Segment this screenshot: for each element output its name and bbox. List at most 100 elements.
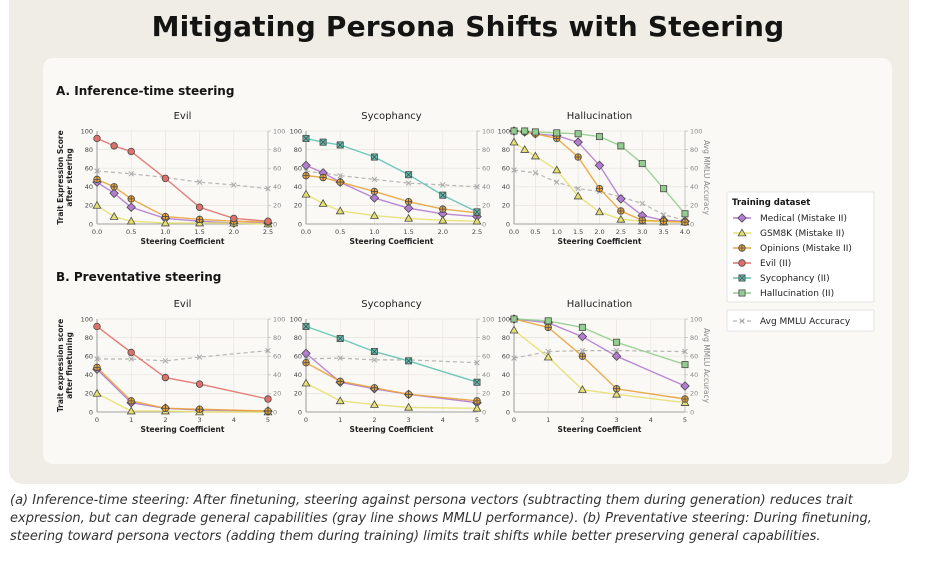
data-point-opinions xyxy=(110,183,118,191)
data-point-gsm8k xyxy=(369,211,379,219)
mmlu-point xyxy=(337,355,343,361)
mmlu-point xyxy=(682,348,688,355)
x-axis-label: Steering Coefficient xyxy=(558,237,642,246)
data-point-gsm8k xyxy=(573,191,583,200)
y-tick-label: 0 xyxy=(298,408,302,416)
marker-shape xyxy=(530,151,540,160)
mmlu-point xyxy=(231,182,237,188)
x-tick-label: 2.5 xyxy=(472,228,482,236)
marker-shape xyxy=(520,144,530,153)
marker-shape xyxy=(404,213,414,222)
mmlu-marker xyxy=(231,182,237,188)
data-point-sycophancy xyxy=(336,141,344,149)
marker-shape xyxy=(553,129,561,137)
data-point-opinions xyxy=(161,212,170,221)
marker-shape xyxy=(126,202,136,213)
data-point-hallucination xyxy=(521,127,529,135)
y2-tick-label: 80 xyxy=(482,334,490,342)
y2-axis-label: Avg MMLU Accuracy xyxy=(702,140,711,216)
x-tick-label: 0.5 xyxy=(530,228,540,236)
panel-title: Evil xyxy=(174,299,192,310)
data-point-hallucination xyxy=(638,160,646,168)
mmlu-point xyxy=(94,356,100,362)
x-axis-label: Steering Coefficient xyxy=(350,425,434,434)
marker-shape xyxy=(127,147,135,156)
x-tick-label: 1 xyxy=(129,416,133,424)
x-tick-label: 1 xyxy=(546,416,550,424)
data-point-sycophancy xyxy=(405,171,413,179)
marker-cross xyxy=(739,275,745,281)
y-axis-label: Trait expression scoreafter finetuning xyxy=(56,319,74,412)
x-tick-label: 1.5 xyxy=(194,228,204,236)
marker-cross xyxy=(405,198,412,205)
data-point-medical xyxy=(594,160,605,171)
legend-mmlu-label: Avg MMLU Accuracy xyxy=(760,317,851,327)
x-tick-label: 2 xyxy=(372,416,376,424)
marker-cross xyxy=(302,359,310,367)
data-point-gsm8k xyxy=(472,216,482,225)
data-point-hallucination xyxy=(660,185,668,193)
marker-cross xyxy=(439,205,447,213)
data-point-opinions xyxy=(319,173,327,182)
marker-cross xyxy=(405,358,412,364)
y2-tick-label: 0 xyxy=(482,220,486,228)
y2-tick-label: 20 xyxy=(690,390,698,398)
charts-svg: A. Inference-time steering B. Preventativ… xyxy=(56,84,875,434)
x-tick-label: 2 xyxy=(163,416,167,424)
data-point-medical xyxy=(301,160,311,171)
panel-title: Sycophancy xyxy=(361,299,422,310)
y-axis-label-line: after finetuning xyxy=(65,332,74,399)
data-point-opinions xyxy=(336,178,344,186)
marker-cross xyxy=(660,217,667,225)
marker-cross xyxy=(579,352,586,360)
data-point-gsm8k xyxy=(301,189,311,198)
y2-tick-label: 20 xyxy=(273,390,281,398)
x-tick-label: 5 xyxy=(266,416,270,424)
y-axis-label-line: Trait expression score xyxy=(56,319,65,412)
legend-label: Evil (II) xyxy=(760,259,791,269)
marker-cross xyxy=(110,183,118,191)
data-point-opinions xyxy=(473,397,481,405)
data-point-opinions xyxy=(127,397,135,405)
marker-shape xyxy=(301,348,311,359)
y-tick-label: 20 xyxy=(294,202,302,210)
x-tick-label: 4.0 xyxy=(680,228,690,236)
mmlu-marker xyxy=(739,318,745,324)
data-point-sycophancy xyxy=(319,138,327,146)
y-tick-label: 100 xyxy=(498,127,510,135)
panel-title: Evil xyxy=(174,111,192,122)
y2-tick-label: 60 xyxy=(690,165,698,173)
y-tick-label: 20 xyxy=(85,202,93,210)
series-line-opinions xyxy=(305,362,478,402)
mmlu-point xyxy=(162,358,169,364)
marker-cross xyxy=(405,391,412,398)
marker-cross xyxy=(196,405,203,413)
legend-label: Hallucination (II) xyxy=(760,289,834,299)
data-point-opinions xyxy=(439,205,447,213)
marker-cross xyxy=(617,207,625,215)
marker-shape xyxy=(578,323,586,331)
x-tick-label: 0.0 xyxy=(92,228,102,236)
marker-cross xyxy=(681,395,689,403)
y2-tick-label: 100 xyxy=(482,127,494,135)
y-tick-label: 0 xyxy=(506,408,510,416)
x-tick-label: 4 xyxy=(441,416,445,424)
marker-cross xyxy=(162,213,169,220)
x-axis-label: Steering Coefficient xyxy=(558,425,642,434)
y-tick-label: 20 xyxy=(502,202,510,210)
x-tick-label: 0.0 xyxy=(509,228,519,236)
mmlu-marker xyxy=(660,211,667,218)
marker-cross xyxy=(738,244,746,252)
x-tick-label: 3.0 xyxy=(637,228,647,236)
data-point-hallucination xyxy=(544,317,552,325)
y2-tick-label: 0 xyxy=(482,408,486,416)
marker-shape xyxy=(596,133,604,141)
legend-marker xyxy=(738,244,746,252)
data-point-hallucination xyxy=(510,127,518,135)
data-point-gsm8k xyxy=(92,200,102,209)
mmlu-point xyxy=(337,172,343,179)
mmlu-point xyxy=(575,185,581,192)
x-tick-label: 1.0 xyxy=(369,228,379,236)
mmlu-marker xyxy=(474,359,480,366)
